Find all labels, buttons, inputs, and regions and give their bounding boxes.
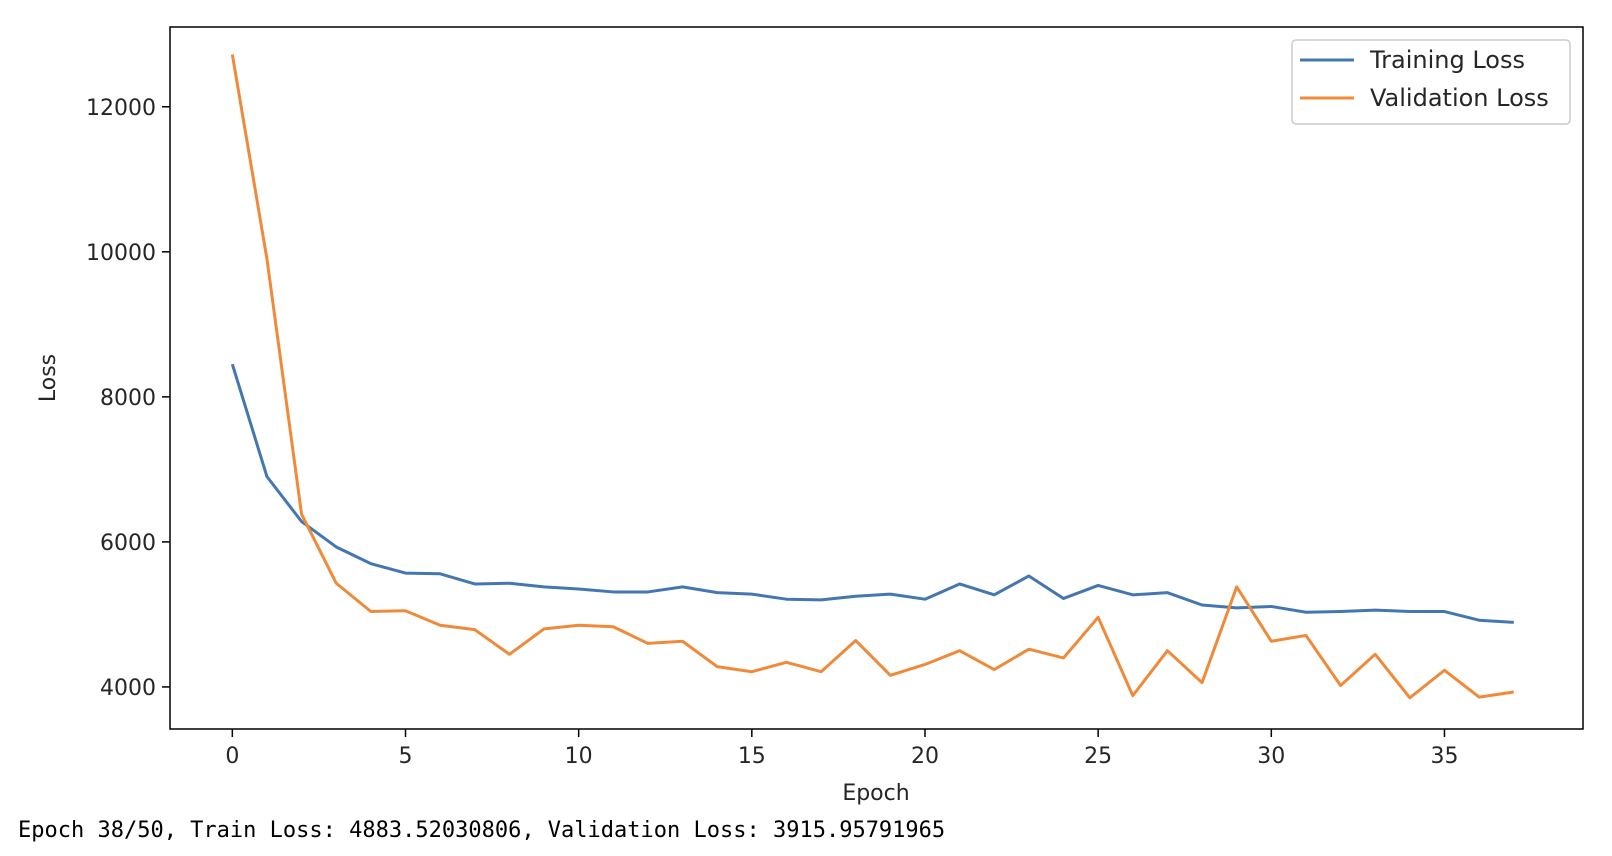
x-tick-label: 0: [225, 744, 239, 769]
x-tick-label: 15: [738, 744, 766, 769]
y-tick-label: 8000: [100, 386, 156, 411]
y-tick-label: 4000: [100, 676, 156, 701]
series-line-validation-loss: [230, 54, 1514, 700]
training-status-text: Epoch 38/50, Train Loss: 4883.52030806, …: [18, 818, 946, 843]
x-tick-label: 25: [1084, 744, 1112, 769]
y-axis-ticks: 4000 6000 8000 10000 12000: [86, 96, 170, 701]
x-axis-label: Epoch: [842, 781, 909, 806]
y-axis-label: Loss: [36, 354, 61, 402]
y-tick-label: 6000: [100, 531, 156, 556]
x-tick-label: 30: [1257, 744, 1285, 769]
x-tick-label: 20: [911, 744, 939, 769]
series-lines: [230, 54, 1514, 700]
series-line-training-loss: [230, 363, 1514, 624]
legend-box: [1291, 39, 1571, 125]
plot-frame: [169, 26, 1584, 730]
y-tick-label: 10000: [86, 241, 156, 266]
legend-label-training-loss: Training Loss: [1369, 46, 1525, 74]
legend: Training Loss Validation Loss: [1291, 39, 1571, 125]
x-tick-label: 10: [565, 744, 593, 769]
x-tick-label: 35: [1430, 744, 1458, 769]
x-axis-ticks: 0 5 10 15 20 25 30 35: [225, 729, 1458, 769]
x-tick-label: 5: [399, 744, 413, 769]
y-tick-label: 12000: [86, 96, 156, 121]
legend-label-validation-loss: Validation Loss: [1370, 84, 1549, 112]
